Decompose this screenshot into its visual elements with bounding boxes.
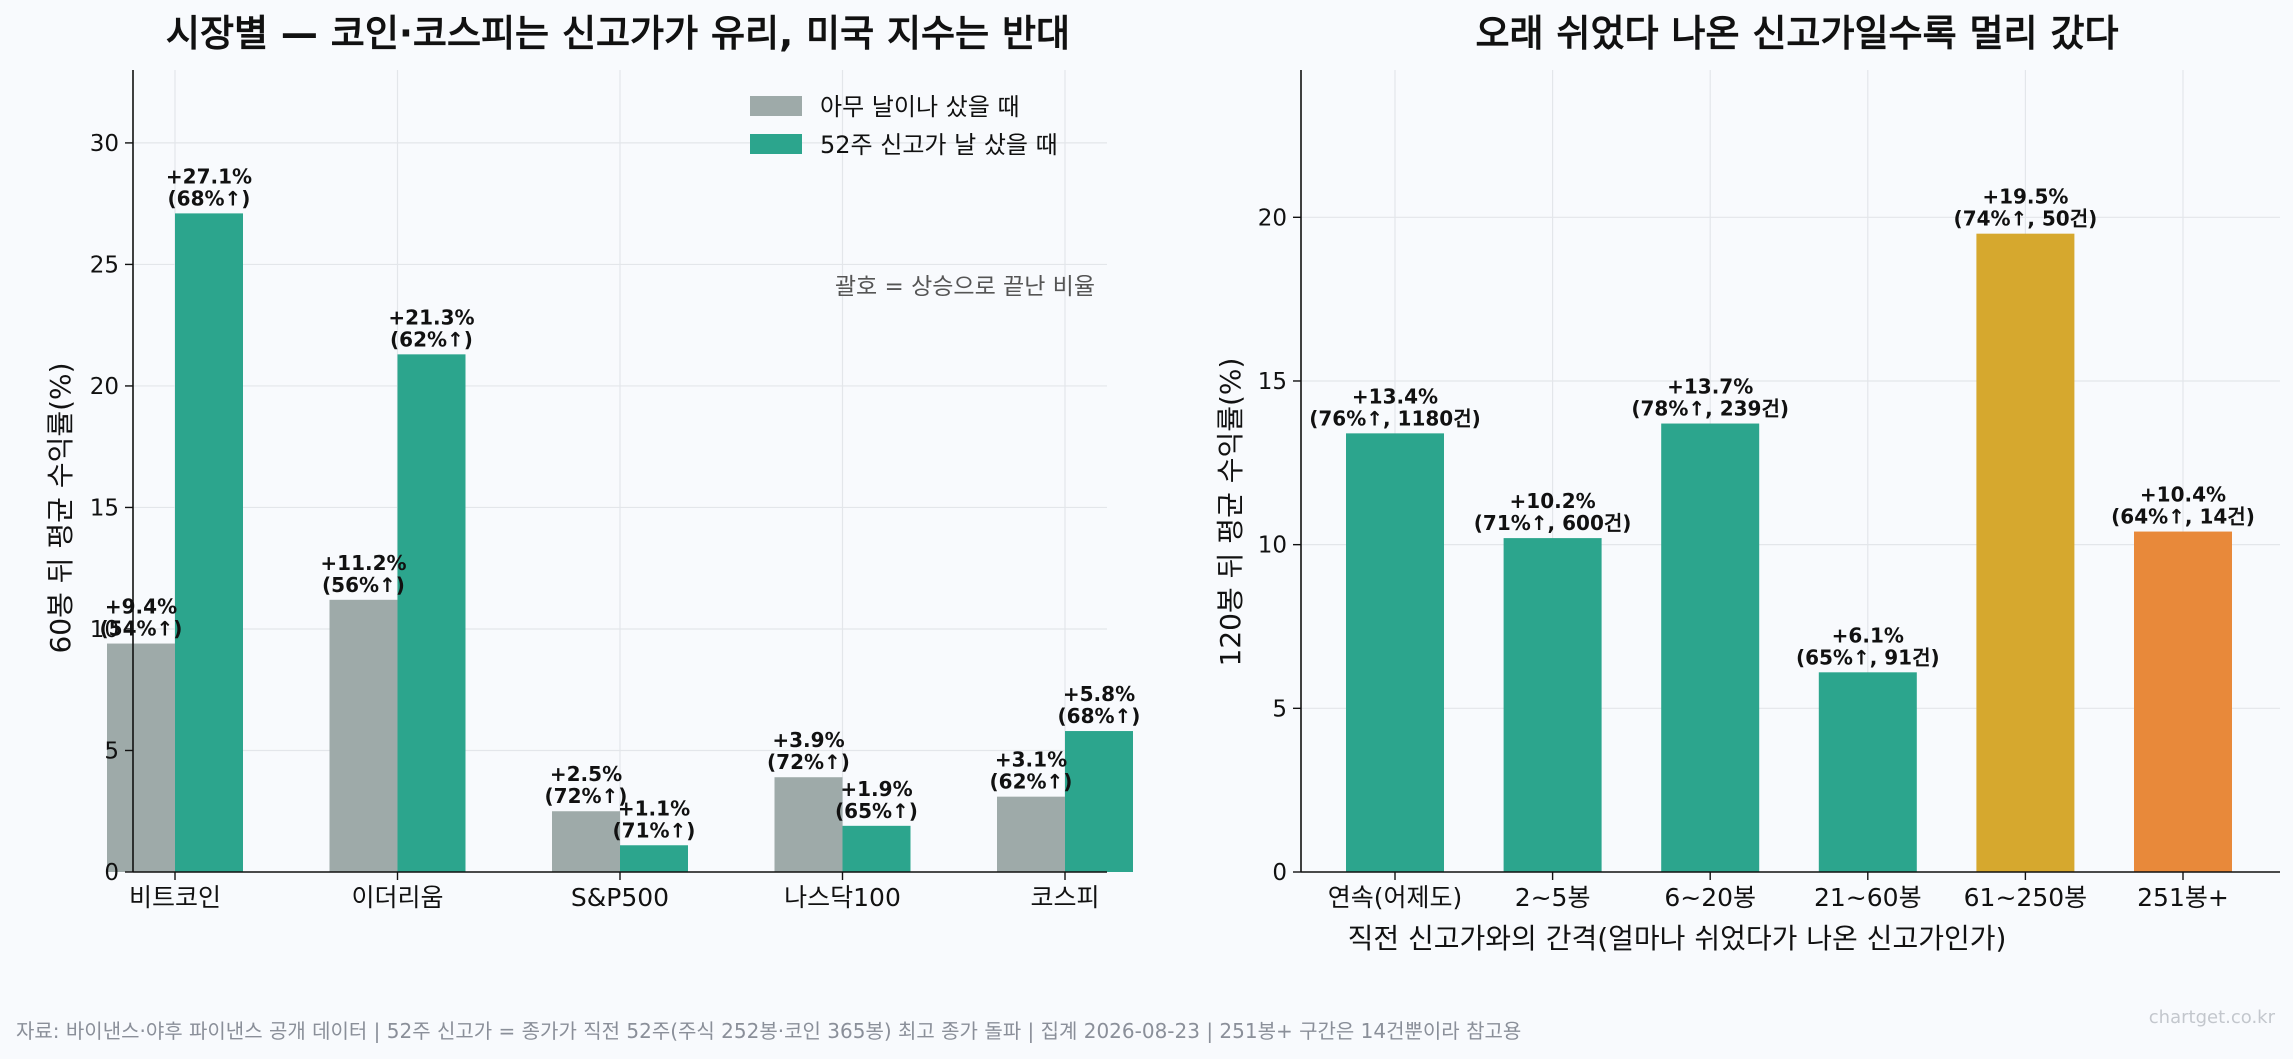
bar-base	[107, 643, 175, 872]
gap-chart: 오래 쉬었다 나온 신고가일수록 멀리 갔다 +13.4%(76%↑, 1180…	[1214, 12, 2280, 955]
data-label-value: +11.2%	[320, 551, 406, 575]
chart2-xlabel: 직전 신고가와의 간격(얼마나 쉬었다가 나온 신고가인가)	[1348, 922, 2007, 955]
x-tick-label: 21~60봉	[1814, 883, 1922, 912]
data-label-ratio: (62%↑)	[390, 327, 473, 351]
y-tick-label: 15	[90, 495, 119, 521]
x-tick-label: 2~5봉	[1515, 883, 1591, 912]
data-label-detail: (76%↑, 1180건)	[1309, 406, 1481, 430]
y-tick-label: 15	[1258, 369, 1287, 395]
x-tick-label: 나스닥100	[784, 883, 901, 912]
y-tick-label: 10	[90, 617, 119, 643]
chart1-ylabel: 60봉 뒤 평균 수익률(%)	[44, 362, 77, 653]
data-label-detail: (74%↑, 50건)	[1954, 207, 2098, 231]
data-label-value: +10.2%	[1510, 489, 1596, 513]
bar-high	[620, 845, 688, 872]
data-label-ratio: (68%↑)	[168, 186, 251, 210]
chart1-legend: 아무 날이나 샀을 때 52주 신고가 날 샀을 때	[750, 93, 1058, 159]
data-label-value: +2.5%	[550, 762, 622, 786]
legend-swatch-base	[750, 96, 802, 116]
data-label-value: +13.4%	[1352, 384, 1438, 408]
bar-base	[997, 796, 1065, 872]
legend-label-base: 아무 날이나 샀을 때	[820, 93, 1020, 121]
data-label-value: +3.9%	[772, 728, 844, 752]
bar	[1503, 538, 1602, 872]
bar-base	[774, 777, 843, 872]
x-tick-label: 이더리움	[351, 883, 443, 912]
data-label-ratio: (62%↑)	[990, 770, 1073, 794]
data-label-value: +13.7%	[1667, 375, 1753, 399]
footer-source: 자료: 바이낸스·야후 파이낸스 공개 데이터 | 52주 신고가 = 종가가 …	[16, 1019, 1521, 1043]
watermark: chartget.co.kr	[2149, 1007, 2276, 1028]
data-label-detail: (64%↑, 14건)	[2111, 505, 2255, 529]
chart1-axes: 0 5 10 15 20 25 30 비트코인 이더리움 S&P500 나스닥100 코스피	[90, 70, 1107, 912]
x-tick-label: 연속(어제도)	[1328, 883, 1463, 912]
bar-high	[1065, 731, 1133, 872]
chart1-bars	[107, 213, 1133, 872]
data-label-ratio: (72%↑)	[767, 750, 850, 774]
y-tick-label: 0	[1272, 860, 1287, 886]
chart2-ylabel: 120봉 뒤 평균 수익률(%)	[1214, 358, 1247, 667]
bar	[1818, 672, 1917, 872]
y-tick-label: 20	[1258, 205, 1287, 231]
y-tick-label: 5	[104, 738, 119, 764]
legend-label-high: 52주 신고가 날 샀을 때	[820, 131, 1058, 159]
y-tick-label: 10	[1258, 533, 1287, 559]
data-label-detail: (78%↑, 239건)	[1631, 397, 1789, 421]
bar-high	[842, 825, 911, 872]
y-tick-label: 0	[104, 860, 119, 886]
bar-high	[397, 354, 466, 872]
data-label-value: +5.8%	[1063, 682, 1135, 706]
bar	[2134, 531, 2232, 872]
bar	[1976, 233, 2075, 872]
x-tick-label: 61~250봉	[1964, 883, 2087, 912]
data-label-value: +19.5%	[1982, 185, 2068, 209]
data-label-ratio: (56%↑)	[322, 573, 405, 597]
chart2-data-labels: +13.4%(76%↑, 1180건) +10.2%(71%↑, 600건) +13…	[1309, 185, 2255, 670]
data-label-value: +27.1%	[166, 164, 252, 188]
bar-high	[175, 213, 243, 872]
data-label-ratio: (54%↑)	[100, 617, 183, 641]
data-label-value: +21.3%	[388, 305, 474, 329]
data-label-value: +9.4%	[105, 595, 177, 619]
data-label-value: +6.1%	[1832, 623, 1904, 647]
x-tick-label: S&P500	[571, 883, 669, 912]
chart2-axes: 0 5 10 15 20 연속(어제도) 2~5봉 6~20봉 21~60봉 61~250봉 251…	[1258, 70, 2280, 912]
x-tick-label: 비트코인	[129, 883, 221, 912]
chart1-grid	[133, 70, 1107, 873]
y-tick-label: 20	[90, 374, 119, 400]
data-label-ratio: (71%↑)	[613, 818, 696, 842]
data-label-value: +1.1%	[618, 796, 690, 820]
y-tick-label: 5	[1272, 696, 1287, 722]
data-label-ratio: (65%↑)	[835, 799, 918, 823]
bar	[1346, 433, 1444, 872]
x-tick-label: 코스피	[1030, 883, 1099, 912]
bar	[1661, 423, 1760, 872]
chart2-bars	[1346, 233, 2232, 872]
data-label-ratio: (68%↑)	[1058, 704, 1141, 728]
chart2-grid	[1301, 70, 2280, 873]
y-tick-label: 30	[90, 131, 119, 157]
data-label-detail: (71%↑, 600건)	[1474, 511, 1632, 535]
market-chart: 시장별 — 코인·코스피는 신고가가 유리, 미국 지수는 반대 +9.4%(5…	[44, 12, 1140, 912]
chart2-title: 오래 쉬었다 나온 신고가일수록 멀리 갔다	[1475, 12, 2118, 55]
legend-swatch-high	[750, 134, 802, 154]
x-tick-label: 251봉+	[2137, 883, 2229, 912]
data-label-value: +3.1%	[995, 748, 1067, 772]
chart1-annotation: 괄호 = 상승으로 끝난 비율	[835, 274, 1095, 300]
y-tick-label: 25	[90, 252, 119, 278]
chart1-data-labels: +9.4%(54%↑)+27.1%(68%↑)+11.2%(56%↑)+21.3…	[100, 164, 1141, 842]
bar-base	[552, 811, 620, 872]
bar-base	[329, 599, 398, 872]
x-tick-label: 6~20봉	[1664, 883, 1756, 912]
data-label-value: +1.9%	[840, 777, 912, 801]
data-label-detail: (65%↑, 91건)	[1796, 645, 1940, 669]
chart1-title: 시장별 — 코인·코스피는 신고가가 유리, 미국 지수는 반대	[166, 12, 1070, 55]
data-label-value: +10.4%	[2140, 483, 2226, 507]
data-label-ratio: (72%↑)	[545, 784, 628, 808]
